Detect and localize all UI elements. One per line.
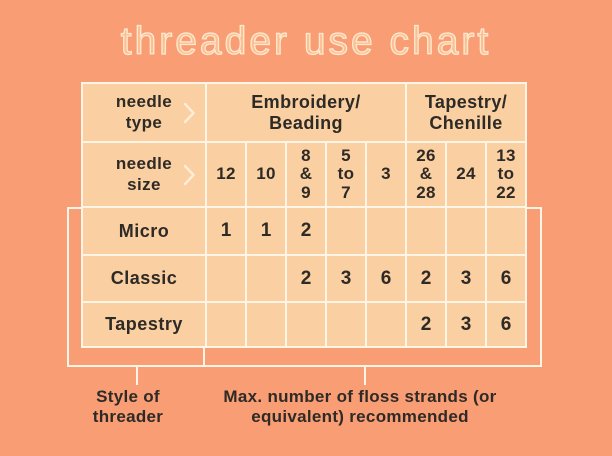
max-annotation-tick (364, 367, 366, 385)
needle-type-label: needle type (115, 92, 173, 132)
value-cell (207, 303, 245, 346)
needle-size-label: needle size (115, 154, 173, 194)
value-cell (487, 208, 525, 254)
row-label-classic: Classic (83, 256, 205, 301)
style-of-threader-annotation: Style of threader (92, 387, 164, 427)
threader-use-table: needle type Embroidery/ Beading Tapestry… (81, 82, 527, 348)
value-cell: 2 (407, 303, 445, 346)
page-title: threader use chart (120, 19, 492, 63)
size-col-24: 24 (447, 143, 485, 206)
value-cell (247, 303, 285, 346)
value-cell (407, 208, 445, 254)
needle-type-header-cell: needle type (83, 84, 205, 141)
size-col-12: 12 (207, 143, 245, 206)
chevron-right-icon (183, 102, 195, 123)
value-cell: 3 (447, 303, 485, 346)
value-cell: 3 (447, 256, 485, 301)
value-cell: 1 (207, 208, 245, 254)
size-col-3: 3 (367, 143, 405, 206)
group-header-embroidery-beading: Embroidery/ Beading (207, 84, 405, 141)
chevron-right-icon (183, 164, 195, 185)
size-col-8-9: 8 & 9 (287, 143, 325, 206)
size-col-13-to-22: 13 to 22 (487, 143, 525, 206)
value-cell (287, 303, 325, 346)
group-header-tapestry-chenille: Tapestry/ Chenille (407, 84, 525, 141)
value-cell (207, 256, 245, 301)
value-cell: 2 (407, 256, 445, 301)
size-col-10: 10 (247, 143, 285, 206)
value-cell: 2 (287, 208, 325, 254)
row-label-micro: Micro (83, 208, 205, 254)
value-cell: 6 (487, 303, 525, 346)
value-cell (327, 208, 365, 254)
value-cell: 6 (487, 256, 525, 301)
value-cell (327, 303, 365, 346)
row-label-tapestry: Tapestry (83, 303, 205, 346)
value-cell: 1 (247, 208, 285, 254)
value-cell: 6 (367, 256, 405, 301)
value-cell (367, 303, 405, 346)
value-cell (247, 256, 285, 301)
value-cell (367, 208, 405, 254)
value-cell: 2 (287, 256, 325, 301)
size-col-5-to-7: 5 to 7 (327, 143, 365, 206)
value-cell: 3 (327, 256, 365, 301)
size-col-26-28: 26 & 28 (407, 143, 445, 206)
style-annotation-tick (136, 367, 138, 385)
needle-size-header-cell: needle size (83, 143, 205, 206)
value-cell (447, 208, 485, 254)
max-floss-strands-annotation: Max. number of floss strands (or equival… (223, 387, 497, 427)
